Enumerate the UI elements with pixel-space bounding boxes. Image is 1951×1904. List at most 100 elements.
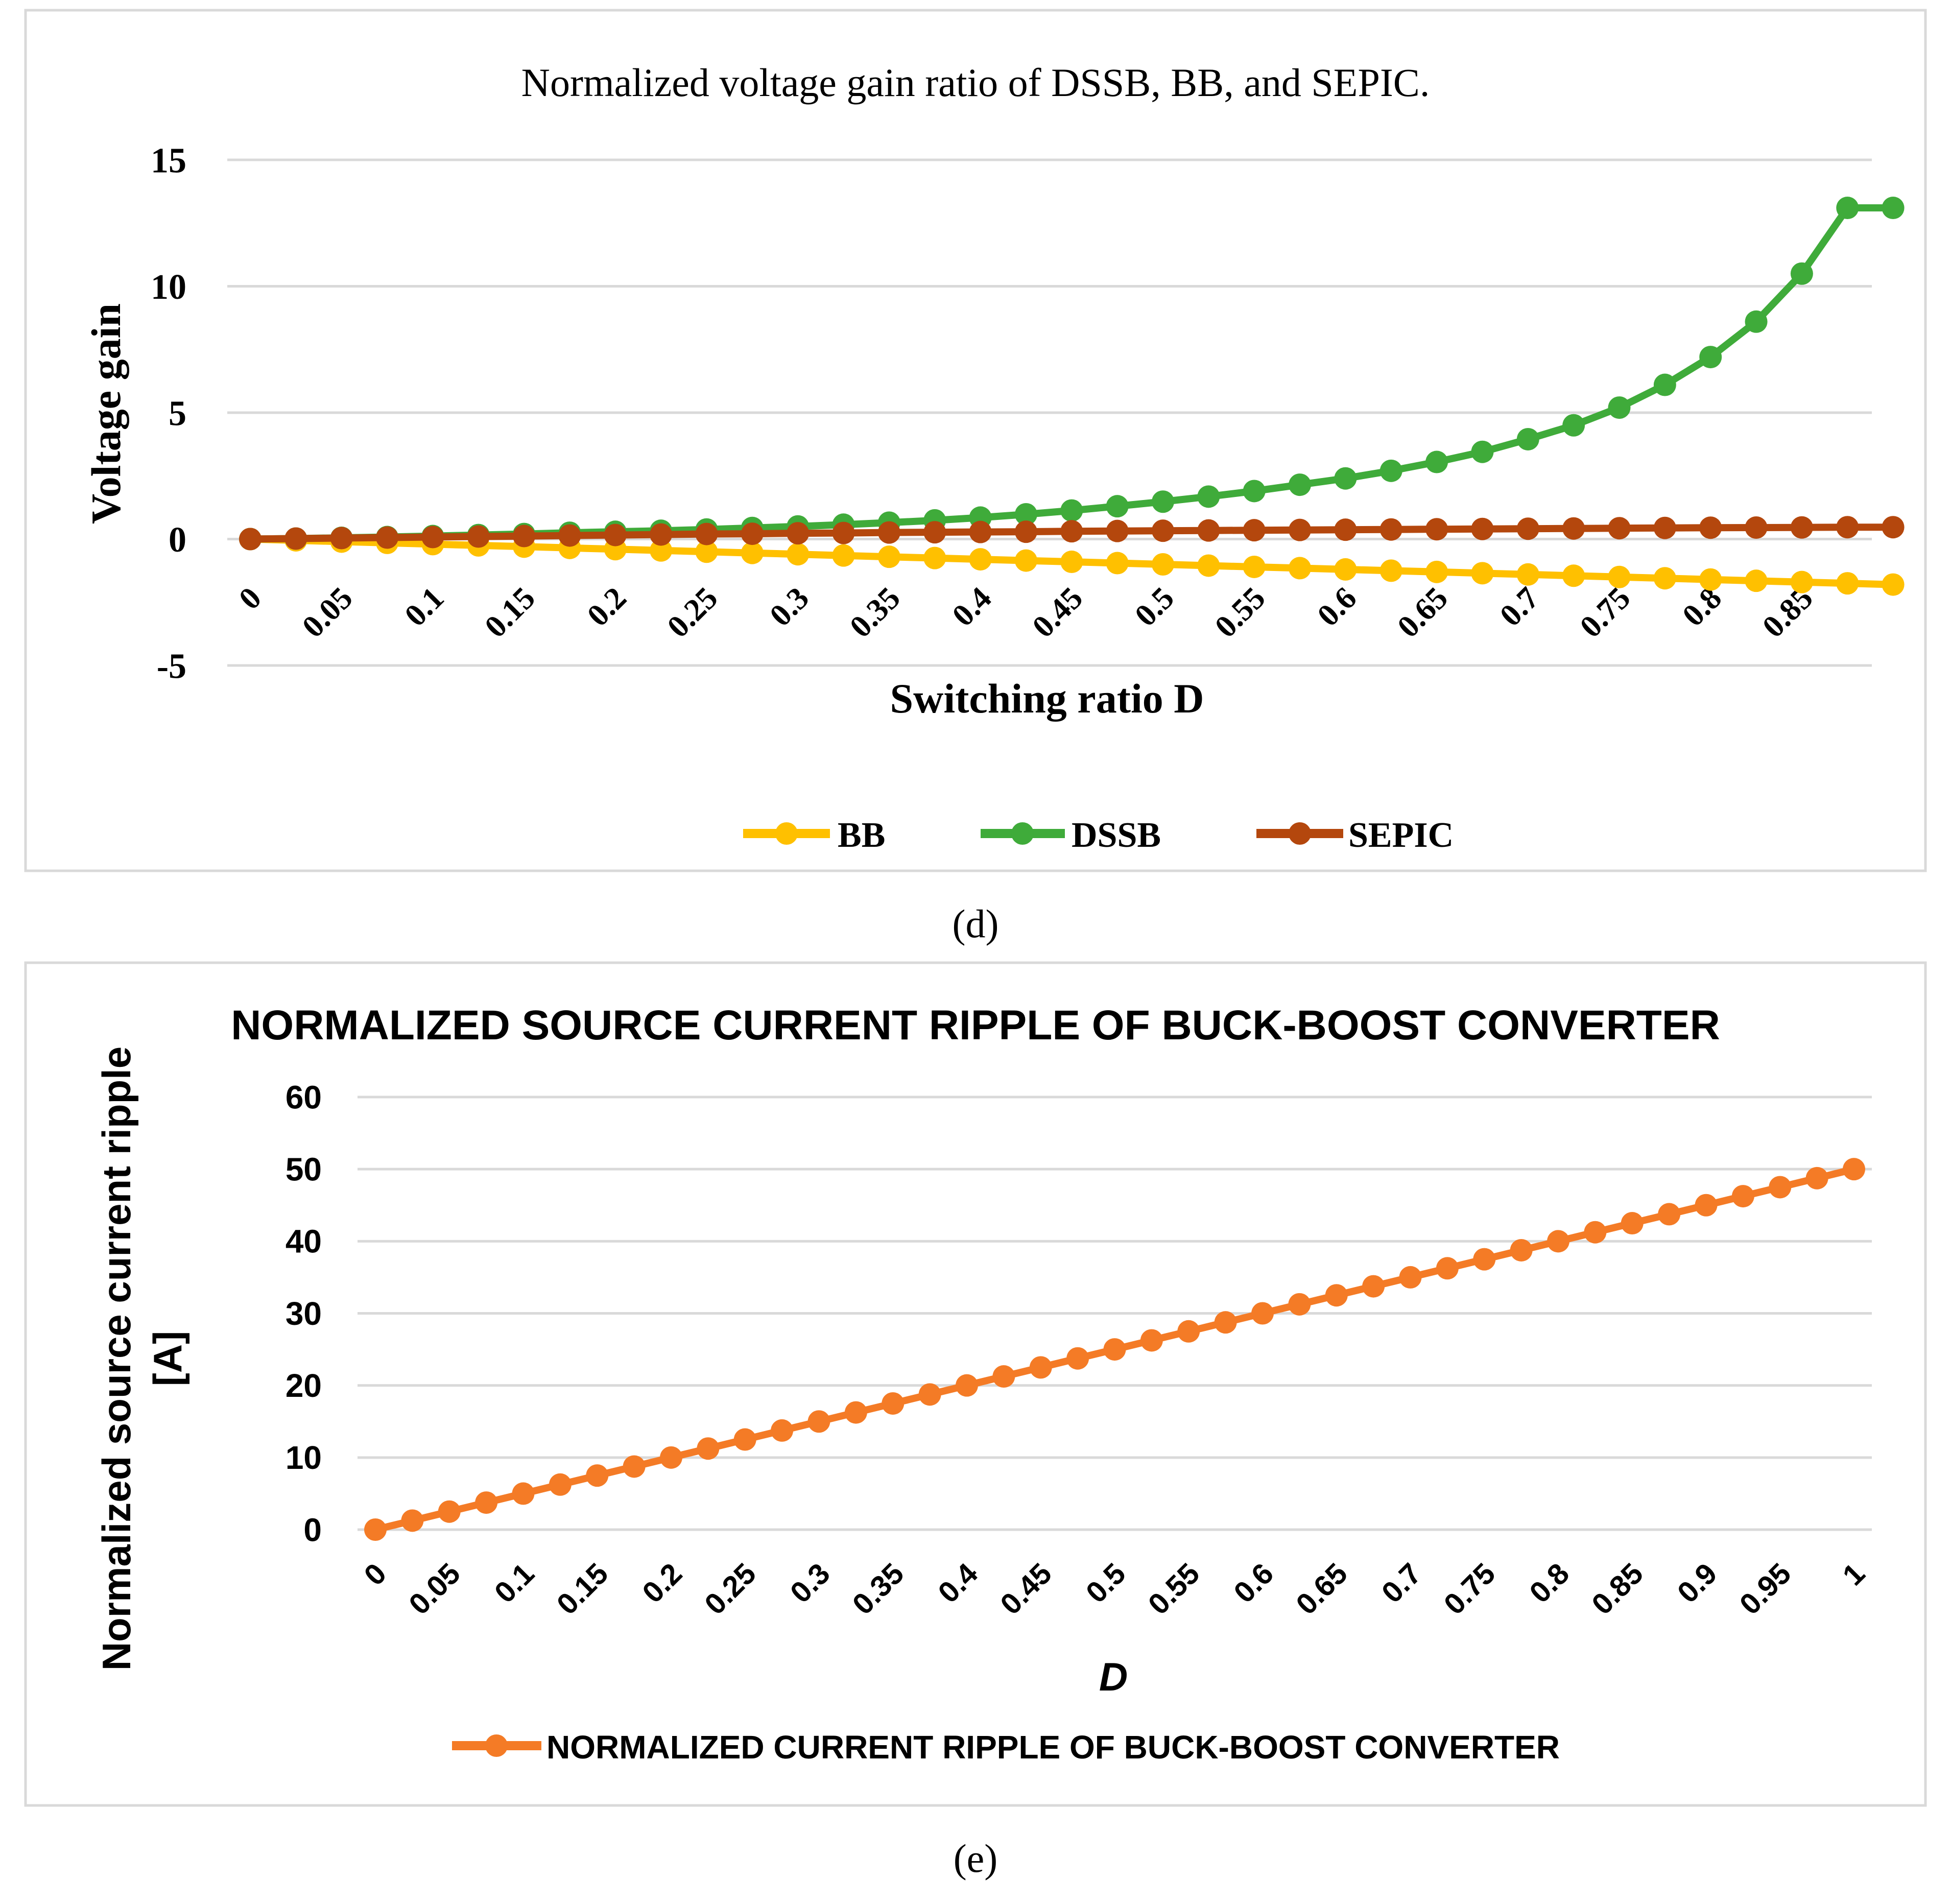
data-point [330,527,353,550]
data-point [1197,519,1220,542]
data-point [969,520,992,543]
data-point [1379,459,1402,482]
data-point [956,1374,978,1397]
legend-bb-label: BB [838,816,885,855]
data-point [1060,520,1083,543]
y-tick-label: 5 [169,394,186,434]
data-point [1621,1212,1644,1235]
series-normalized-current-ripple-of-buck-boost-converter [364,1158,1865,1541]
data-point [1510,1239,1533,1262]
data-point [923,546,946,569]
data-point [239,528,261,551]
data-point [1562,564,1585,587]
data-point [1745,516,1768,539]
data-point [1473,1248,1496,1271]
data-point [1251,1302,1274,1325]
data-point [923,521,946,544]
data-point [1836,197,1859,220]
data-point [1197,485,1220,508]
data-point [1425,450,1448,473]
data-point [1379,518,1402,541]
series-sepic [239,516,1905,551]
data-point [807,1410,830,1433]
data-point [513,525,536,548]
data-point [401,1509,424,1532]
data-point [1516,427,1539,450]
data-point [1289,557,1312,580]
data-point [1177,1320,1200,1343]
data-point [1243,519,1266,542]
data-point [1103,1338,1126,1361]
data-point [438,1500,461,1523]
data-point [1334,518,1357,541]
data-point [1516,517,1539,540]
chart-e-y-axis-label-line2: [A] [145,1331,190,1386]
data-point [695,522,718,545]
y-tick-label: 50 [285,1151,322,1188]
data-point [376,526,399,549]
data-point [1014,549,1037,572]
data-point [1106,495,1129,518]
data-point [1471,562,1494,585]
panel-e-caption: (e) [954,1836,998,1881]
chart-d-title: Normalized voltage gain ratio of DSSB, B… [521,60,1430,105]
data-point [1425,518,1448,541]
data-point [1060,499,1083,522]
data-point [877,545,900,568]
chart-e-x-axis-label: D [1099,1654,1128,1699]
data-point [1653,373,1676,396]
data-point [1790,262,1813,285]
data-point [1769,1176,1792,1199]
data-point [1214,1311,1237,1334]
chart-d-legend: BB DSSB SEPIC [743,816,1454,855]
chart-d: Normalized voltage gain ratio of DSSB, B… [24,9,1927,872]
chart-e-gridlines [358,1096,1872,1531]
data-point [512,1482,535,1505]
data-point [844,1401,867,1424]
chart-e-legend: NORMALIZED CURRENT RIPPLE OF BUCK-BOOST … [452,1729,1560,1766]
panel-d-caption: (d) [953,901,999,946]
data-point [1289,473,1312,496]
data-point [1547,1230,1569,1253]
data-point [832,544,855,567]
data-point [1471,517,1494,540]
data-point [1014,520,1037,543]
data-point [1843,1158,1865,1181]
y-tick-label: 10 [151,268,186,307]
data-point [1014,503,1037,526]
data-point [969,548,992,571]
legend-ripple-label: NORMALIZED CURRENT RIPPLE OF BUCK-BOOST … [546,1729,1560,1766]
data-point [832,521,855,544]
data-point [771,1419,794,1442]
data-point [1562,517,1585,540]
legend-ripple-marker [485,1734,508,1757]
data-point [1836,572,1859,595]
y-tick-label: 10 [285,1439,322,1476]
data-point [1699,516,1722,539]
chart-d-series [239,197,1905,596]
data-point [1436,1257,1459,1280]
data-point [1140,1329,1163,1352]
data-point [1289,518,1312,541]
data-point [1882,197,1905,220]
data-point [1745,310,1768,333]
data-point [877,521,900,544]
chart-d-y-axis-label: Voltage gain [83,303,129,524]
data-point [660,1446,682,1469]
data-point [882,1392,905,1415]
data-point [650,523,673,546]
y-tick-label: 20 [285,1367,322,1404]
data-point [741,541,764,564]
legend-sepic-label: SEPIC [1348,816,1454,855]
data-point [697,1437,720,1460]
data-point [1653,516,1676,539]
data-point [1106,552,1129,575]
legend-bb-marker [775,822,798,845]
data-point [1471,440,1494,463]
data-point [1608,565,1631,588]
data-point [1106,519,1129,542]
y-tick-label: 15 [151,141,186,181]
chart-d-y-tick-labels: 15 10 5 0 -5 [151,141,186,686]
data-point [650,539,673,562]
